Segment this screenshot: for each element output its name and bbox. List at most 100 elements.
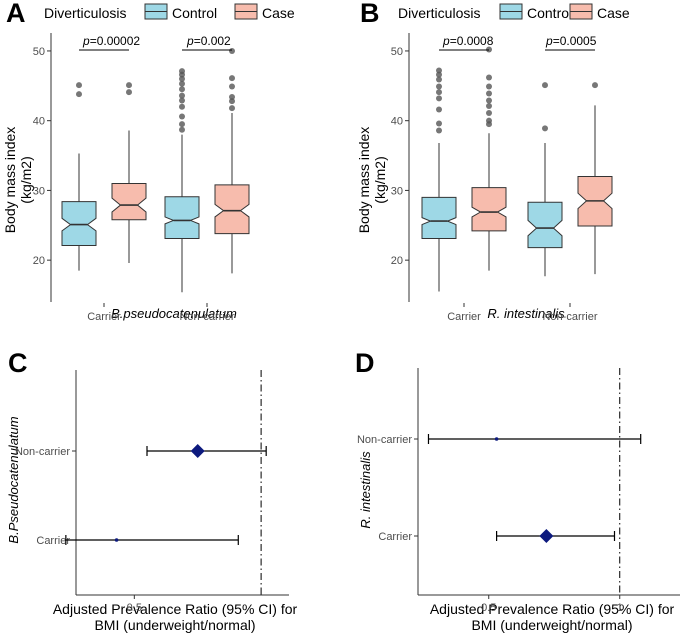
outlier-b-case-carrier-7 (486, 74, 492, 81)
x-tick-label-a-carrier: Carrier (87, 311, 121, 323)
outlier-a-control-noncarrier-3 (179, 103, 185, 110)
x-tick-label-a-noncarrier: Non-carrier (179, 311, 234, 323)
outlier-a-case-carrier-1 (126, 82, 132, 89)
box-b-case-carrier (471, 187, 507, 232)
x-axis-title-c-line2: BMI (underweight/normal) (94, 617, 255, 633)
outlier-b-control-carrier-7 (436, 71, 442, 78)
outlier-b-case-carrier-1 (486, 117, 492, 124)
outlier-b-control-carrier-1 (436, 120, 442, 127)
x-axis-title-d-line2: BMI (underweight/normal) (471, 617, 632, 633)
outlier-b-case-carrier-5 (486, 90, 492, 97)
outlier-a-control-noncarrier-2 (179, 113, 185, 120)
panel-label-d: D (355, 348, 375, 378)
panel-label-c: C (8, 348, 28, 378)
y-tick-label-a-30: 30 (33, 185, 45, 197)
forest-plot-d: 0.5 1 Non-carrier Carrier (357, 368, 680, 614)
pvalue-text-a-carrier: =0.00002 (90, 34, 141, 48)
outlier-a-control-noncarrier-7 (179, 80, 185, 87)
box-a-case-noncarrier (214, 184, 250, 235)
outlier-b-control-carrier-8 (436, 67, 442, 74)
outlier-b-control-carrier-6 (436, 76, 442, 83)
outlier-a-control-noncarrier-1 (179, 121, 185, 128)
box-a-control-noncarrier (164, 196, 200, 240)
x-tick-label-b-noncarrier: Non-carrier (542, 311, 597, 323)
outlier-b-control-carrier-5 (436, 83, 442, 90)
y-axis-title-a-line2: (kg/m2) (18, 156, 34, 203)
y-tick-label-b-30: 30 (391, 185, 403, 197)
row-label-c-noncarrier: Non-carrier (15, 446, 70, 458)
pvalue-text-b-carrier: =0.0008 (450, 34, 494, 48)
outlier-a-case-noncarrier-0 (229, 105, 235, 112)
estimate-marker-c-noncarrier (190, 444, 205, 458)
outlier-b-control-carrier-0 (436, 127, 442, 134)
pvalue-label-b-carrier: p=0.0008 (442, 34, 494, 48)
y-axis-title-a-line1: Body mass index (2, 127, 18, 234)
x-axis-title-a: B.pseudocatenulatum (111, 306, 237, 321)
legend-label-case-b: Case (597, 5, 630, 21)
estimate-marker-d-carrier (539, 529, 554, 543)
outlier-a-control-noncarrier-0 (179, 126, 185, 133)
pvalue-text-a-noncarrier: =0.002 (194, 34, 231, 48)
x-tick-label-d-1: 1 (617, 602, 623, 614)
forest-plot-c: 0.5 Non-carrier Carrier (15, 370, 289, 614)
y-axis-title-d: R. intestinalis (358, 451, 373, 529)
y-tick-label-a-20: 20 (33, 255, 45, 267)
outlier-a-control-carrier-0 (76, 91, 82, 98)
pvalue-label-a-noncarrier: p=0.002 (186, 34, 231, 48)
x-axis-title-b: R. intestinalis (487, 306, 565, 321)
pvalue-label-b-noncarrier: p=0.0005 (545, 34, 597, 48)
outlier-b-control-noncarrier-1 (542, 82, 548, 89)
estimate-marker-d-noncarrier (494, 437, 499, 441)
outlier-b-control-carrier-4 (436, 89, 442, 96)
x-axis-title-c-line1: Adjusted Prevalence Ratio (95% CI) for (53, 601, 298, 617)
outlier-a-case-noncarrier-1 (229, 98, 235, 105)
outlier-a-case-noncarrier-5 (229, 47, 235, 54)
outlier-a-case-noncarrier-3 (229, 83, 235, 90)
legend-label-control-a: Control (172, 5, 217, 21)
estimate-marker-c-carrier (114, 538, 119, 542)
legend-label-control-b: Control (527, 5, 572, 21)
x-tick-label-b-carrier: Carrier (447, 311, 481, 323)
x-axis-title-d-line1: Adjusted Prevalence Ratio (95% CI) for (430, 601, 675, 617)
y-axis-title-c: B.Pseudocatenulatum (6, 416, 21, 543)
outlier-a-control-noncarrier-6 (179, 86, 185, 93)
outlier-b-case-noncarrier-0 (592, 82, 598, 89)
y-tick-label-b-20: 20 (391, 255, 403, 267)
x-tick-label-d-0: 0.5 (481, 602, 496, 614)
boxplot-a: 20 30 40 50 Carrier Non-carrier (33, 33, 250, 323)
row-label-d-noncarrier: Non-carrier (357, 434, 412, 446)
box-a-control-carrier (61, 201, 97, 247)
outlier-a-case-noncarrier-2 (229, 93, 235, 100)
outlier-b-case-carrier-2 (486, 110, 492, 117)
outlier-a-case-noncarrier-4 (229, 75, 235, 82)
pvalue-label-a-carrier: p=0.00002 (82, 34, 140, 48)
y-tick-label-b-40: 40 (391, 116, 403, 128)
outlier-a-control-noncarrier-8 (179, 75, 185, 82)
panel-label-b: B (360, 0, 380, 28)
y-axis-title-b-line2: (kg/m2) (372, 156, 388, 203)
legend-label-case-a: Case (262, 5, 295, 21)
panel-label-a: A (6, 0, 26, 28)
outlier-b-control-noncarrier-0 (542, 125, 548, 132)
box-b-control-carrier (421, 196, 457, 240)
y-tick-label-a-50: 50 (33, 46, 45, 58)
y-axis-title-b-line1: Body mass index (356, 127, 372, 234)
outlier-a-control-noncarrier-4 (179, 97, 185, 104)
box-a-case-carrier (111, 182, 147, 221)
legend-title-b: Diverticulosis (398, 5, 480, 21)
outlier-b-case-carrier-4 (486, 97, 492, 104)
row-label-d-carrier: Carrier (378, 531, 412, 543)
outlier-b-control-carrier-2 (436, 106, 442, 113)
x-tick-label-c-0: 0.5 (127, 602, 142, 614)
outlier-a-control-noncarrier-10 (179, 68, 185, 75)
pvalue-text-b-noncarrier: =0.0005 (553, 34, 597, 48)
y-tick-label-a-40: 40 (33, 116, 45, 128)
row-label-c-carrier: Carrier (36, 535, 70, 547)
outlier-a-control-noncarrier-5 (179, 92, 185, 99)
y-tick-label-b-50: 50 (391, 46, 403, 58)
outlier-b-control-carrier-3 (436, 95, 442, 102)
outlier-a-case-carrier-0 (126, 89, 132, 96)
box-b-control-noncarrier (527, 201, 563, 249)
outlier-a-control-carrier-1 (76, 82, 82, 89)
